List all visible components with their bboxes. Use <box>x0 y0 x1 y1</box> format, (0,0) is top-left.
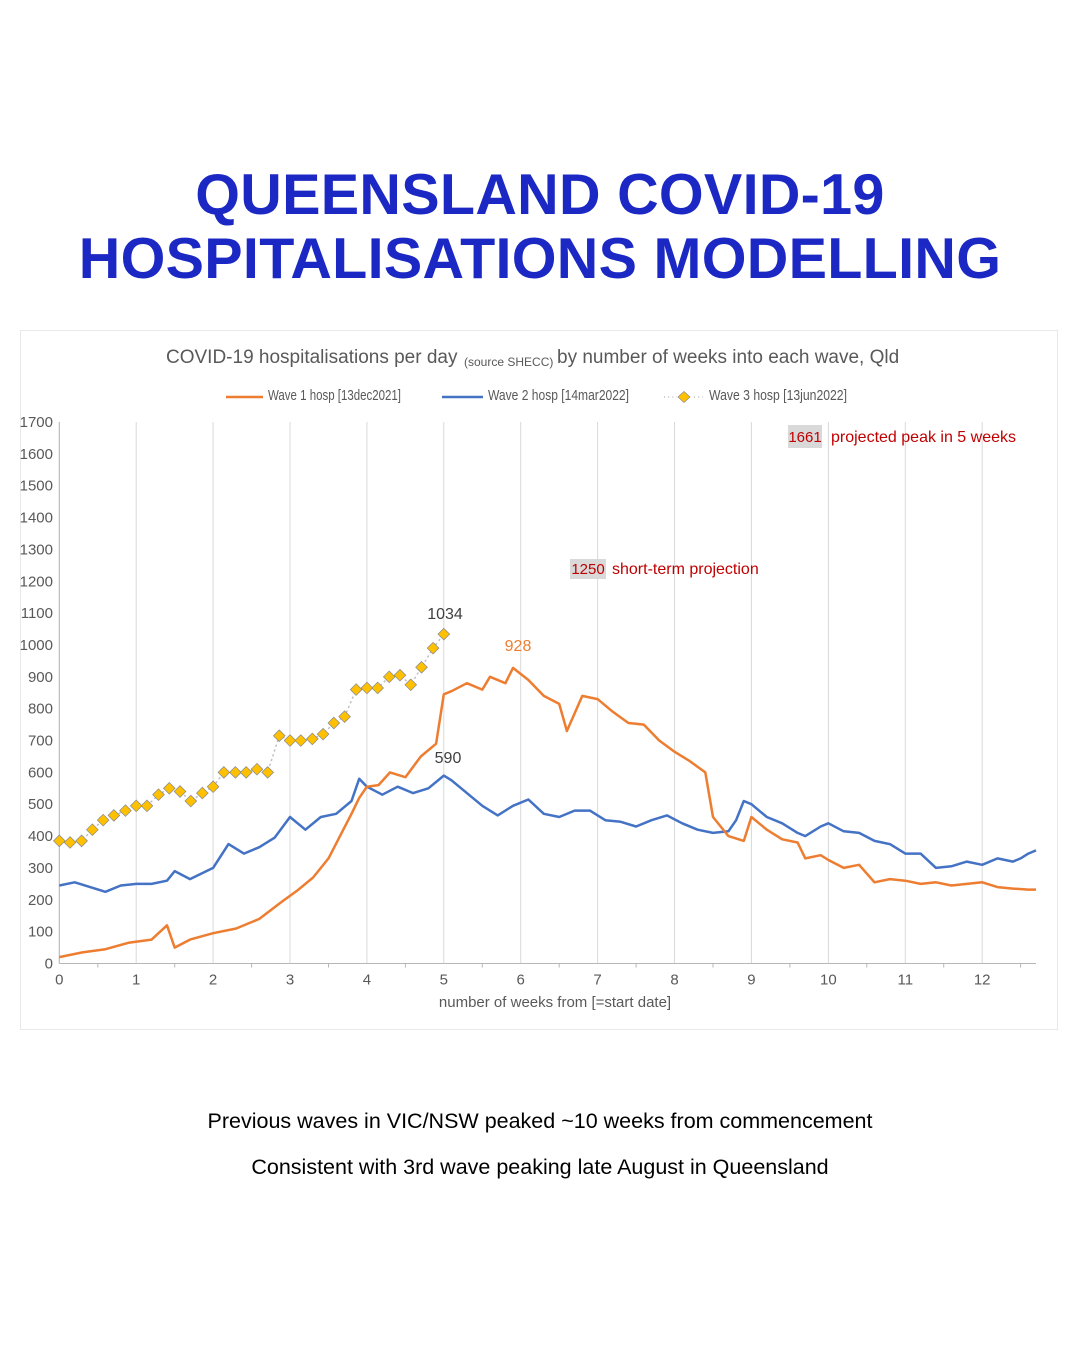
svg-text:1661: 1661 <box>788 429 821 446</box>
svg-text:200: 200 <box>28 892 53 909</box>
svg-text:8: 8 <box>670 972 678 989</box>
svg-text:Wave 2 hosp [14mar2022]: Wave 2 hosp [14mar2022] <box>488 387 629 404</box>
svg-text:number of weeks from [=start d: number of weeks from [=start date] <box>439 994 671 1011</box>
svg-text:300: 300 <box>28 860 53 877</box>
svg-text:(source SHECC): (source SHECC) <box>464 355 553 369</box>
svg-text:COVID-19 hospitalisations per: COVID-19 hospitalisations per day <box>166 347 458 368</box>
svg-text:1500: 1500 <box>20 478 53 495</box>
svg-text:1700: 1700 <box>20 414 53 431</box>
svg-text:400: 400 <box>28 828 53 845</box>
svg-text:800: 800 <box>28 701 53 718</box>
svg-text:Wave 3 hosp [13jun2022]: Wave 3 hosp [13jun2022] <box>709 387 847 404</box>
svg-text:11: 11 <box>898 972 914 989</box>
svg-text:9: 9 <box>747 972 755 989</box>
svg-text:700: 700 <box>28 733 53 750</box>
svg-text:500: 500 <box>28 796 53 813</box>
svg-text:1034: 1034 <box>427 606 463 623</box>
svg-text:1300: 1300 <box>20 541 53 558</box>
svg-text:590: 590 <box>435 750 462 767</box>
svg-text:10: 10 <box>820 972 837 989</box>
svg-text:7: 7 <box>593 972 601 989</box>
svg-text:1400: 1400 <box>20 510 53 527</box>
svg-text:12: 12 <box>974 972 991 989</box>
svg-text:1000: 1000 <box>20 637 53 654</box>
svg-text:4: 4 <box>363 972 371 989</box>
svg-text:100: 100 <box>28 924 53 941</box>
svg-text:5: 5 <box>440 972 448 989</box>
svg-text:600: 600 <box>28 764 53 781</box>
svg-text:by number of weeks into each w: by number of weeks into each wave, Qld <box>557 347 899 368</box>
svg-text:2: 2 <box>209 972 217 989</box>
svg-text:1600: 1600 <box>20 446 53 463</box>
svg-text:1100: 1100 <box>21 605 53 622</box>
svg-text:1250: 1250 <box>571 561 604 578</box>
svg-text:3: 3 <box>286 972 294 989</box>
svg-text:1200: 1200 <box>20 573 53 590</box>
svg-text:Wave 1 hosp [13dec2021]: Wave 1 hosp [13dec2021] <box>268 387 401 404</box>
svg-text:projected peak in 5 weeks: projected peak in 5 weeks <box>831 429 1016 446</box>
svg-text:0: 0 <box>45 956 53 973</box>
svg-text:short-term projection: short-term projection <box>612 561 759 578</box>
svg-text:1: 1 <box>132 972 140 989</box>
svg-text:0: 0 <box>55 972 63 989</box>
svg-text:900: 900 <box>28 669 53 686</box>
svg-text:6: 6 <box>517 972 525 989</box>
svg-text:928: 928 <box>505 638 532 655</box>
